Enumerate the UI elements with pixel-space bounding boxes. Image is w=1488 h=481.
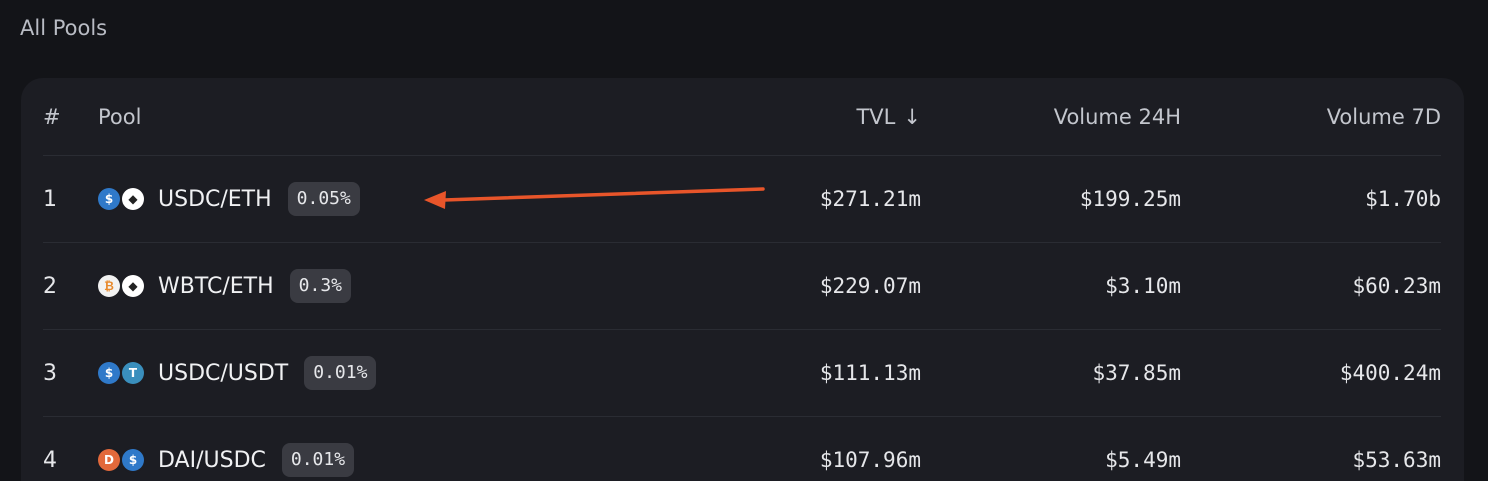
tvl-value: $107.96m xyxy=(819,448,921,472)
row-index: 3 xyxy=(43,360,57,386)
pool-pair-name: DAI/USDC xyxy=(158,447,266,473)
header-volume-7d[interactable]: Volume 7D xyxy=(1326,104,1441,129)
volume-7d-value: $60.23m xyxy=(1352,274,1441,298)
tvl-value: $111.13m xyxy=(819,361,921,385)
eth-icon: ◆ xyxy=(122,188,144,210)
pools-table: # Pool TVL ↓ Volume 24H Volume 7D 1 $ ◆ … xyxy=(21,78,1464,481)
header-tvl-label: TVL xyxy=(856,104,896,129)
header-index: # xyxy=(43,104,61,129)
section-title: All Pools xyxy=(20,16,108,40)
volume-24h-value: $199.25m xyxy=(1079,187,1181,211)
header-volume-24h[interactable]: Volume 24H xyxy=(1053,104,1181,129)
volume-24h-value: $5.49m xyxy=(1105,448,1181,472)
volume-7d-value: $1.70b xyxy=(1365,187,1441,211)
volume-24h-value: $3.10m xyxy=(1105,274,1181,298)
table-header: # Pool TVL ↓ Volume 24H Volume 7D xyxy=(43,78,1441,156)
usdt-icon: T xyxy=(122,362,144,384)
dai-icon: D xyxy=(98,449,120,471)
token-pair-icons: ₿ ◆ xyxy=(98,275,146,297)
pool-cell[interactable]: D $ DAI/USDC 0.01% xyxy=(98,417,658,481)
token-pair-icons: $ T xyxy=(98,362,146,384)
usdc-icon: $ xyxy=(98,188,120,210)
token-pair-icons: D $ xyxy=(98,449,146,471)
table-row[interactable]: 4 D $ DAI/USDC 0.01% $107.96m $5.49m $53… xyxy=(43,417,1441,481)
tvl-value: $271.21m xyxy=(819,187,921,211)
fee-badge: 0.3% xyxy=(289,269,352,303)
eth-icon: ◆ xyxy=(122,275,144,297)
pool-pair-name: USDC/USDT xyxy=(158,360,289,386)
table-row[interactable]: 1 $ ◆ USDC/ETH 0.05% $271.21m $199.25m $… xyxy=(43,156,1441,243)
row-index: 1 xyxy=(43,186,57,212)
wbtc-icon: ₿ xyxy=(98,275,120,297)
pool-pair-name: WBTC/ETH xyxy=(158,273,274,299)
table-row[interactable]: 2 ₿ ◆ WBTC/ETH 0.3% $229.07m $3.10m $60.… xyxy=(43,243,1441,330)
volume-24h-value: $37.85m xyxy=(1092,361,1181,385)
volume-7d-value: $400.24m xyxy=(1339,361,1441,385)
pool-pair-name: USDC/ETH xyxy=(158,186,272,212)
row-index: 4 xyxy=(43,447,57,473)
usdc-icon: $ xyxy=(98,362,120,384)
pool-cell[interactable]: $ T USDC/USDT 0.01% xyxy=(98,330,658,416)
header-tvl[interactable]: TVL ↓ xyxy=(741,78,921,155)
fee-badge: 0.05% xyxy=(287,182,360,216)
pool-cell[interactable]: ₿ ◆ WBTC/ETH 0.3% xyxy=(98,243,658,329)
usdc-icon: $ xyxy=(122,449,144,471)
table-row[interactable]: 3 $ T USDC/USDT 0.01% $111.13m $37.85m $… xyxy=(43,330,1441,417)
fee-badge: 0.01% xyxy=(304,356,377,390)
volume-7d-value: $53.63m xyxy=(1352,448,1441,472)
pool-cell[interactable]: $ ◆ USDC/ETH 0.05% xyxy=(98,156,658,242)
fee-badge: 0.01% xyxy=(281,443,355,477)
tvl-value: $229.07m xyxy=(819,274,921,298)
row-index: 2 xyxy=(43,273,57,299)
arrow-down-icon: ↓ xyxy=(903,104,921,129)
header-pool[interactable]: Pool xyxy=(98,104,142,129)
token-pair-icons: $ ◆ xyxy=(98,188,146,210)
